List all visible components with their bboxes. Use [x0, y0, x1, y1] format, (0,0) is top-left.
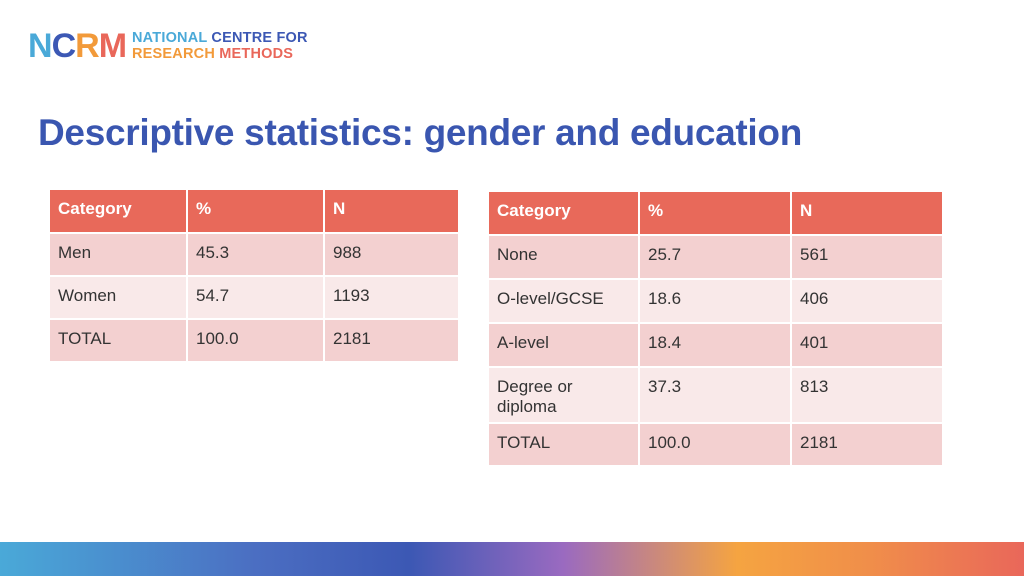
- header-category: Category: [489, 192, 638, 234]
- cell-n: 2181: [792, 424, 942, 465]
- logo-word-methods: METHODS: [219, 46, 294, 62]
- header-category: Category: [50, 190, 186, 232]
- cell-percent: 37.3: [640, 368, 790, 422]
- logo-line-2: RESEARCH METHODS: [132, 46, 308, 62]
- cell-category: A-level: [489, 324, 638, 366]
- table-row: TOTAL 100.0 2181: [50, 320, 458, 361]
- logo-letter-n: N: [28, 27, 53, 65]
- logo-word-centre-for: CENTRE FOR: [211, 30, 308, 46]
- header-n: N: [325, 190, 458, 232]
- table-row: Women 54.7 1193: [50, 277, 458, 318]
- slide-title: Descriptive statistics: gender and educa…: [38, 112, 803, 153]
- logo-letter-c: C: [51, 27, 77, 65]
- cell-category: Men: [50, 234, 186, 275]
- logo-letter-r: R: [75, 27, 100, 65]
- table-row: TOTAL 100.0 2181: [489, 424, 942, 465]
- cell-n: 401: [792, 324, 942, 366]
- logo-letter-m: M: [98, 27, 127, 65]
- table-row: Degree or diploma 37.3 813: [489, 368, 942, 422]
- cell-category: Degree or diploma: [489, 368, 638, 422]
- cell-percent: 54.7: [188, 277, 323, 318]
- logo-wordmark: NATIONAL CENTRE FOR RESEARCH METHODS: [132, 30, 308, 62]
- cell-n: 813: [792, 368, 942, 422]
- cell-category: Women: [50, 277, 186, 318]
- cell-percent: 25.7: [640, 236, 790, 278]
- cell-percent: 18.4: [640, 324, 790, 366]
- cell-n: 2181: [325, 320, 458, 361]
- cell-category: O-level/GCSE: [489, 280, 638, 322]
- cell-category: TOTAL: [50, 320, 186, 361]
- cell-n: 561: [792, 236, 942, 278]
- cell-category: TOTAL: [489, 424, 638, 465]
- ncrm-logo: N C R M NATIONAL CENTRE FOR RESEARCH MET…: [28, 28, 308, 64]
- cell-n: 406: [792, 280, 942, 322]
- logo-word-research: RESEARCH: [132, 46, 215, 62]
- table-header-row: Category % N: [489, 192, 942, 234]
- cell-percent: 100.0: [640, 424, 790, 465]
- table-row: A-level 18.4 401: [489, 324, 942, 366]
- cell-percent: 45.3: [188, 234, 323, 275]
- header-n: N: [792, 192, 942, 234]
- logo-mark: N C R M: [28, 27, 127, 65]
- logo-line-1: NATIONAL CENTRE FOR: [132, 30, 308, 46]
- cell-percent: 18.6: [640, 280, 790, 322]
- cell-n: 1193: [325, 277, 458, 318]
- footer-gradient-bar: [0, 542, 1024, 576]
- cell-category: None: [489, 236, 638, 278]
- table-row: O-level/GCSE 18.6 406: [489, 280, 942, 322]
- logo-word-national: NATIONAL: [132, 30, 208, 46]
- header-percent: %: [640, 192, 790, 234]
- header-percent: %: [188, 190, 323, 232]
- table-row: None 25.7 561: [489, 236, 942, 278]
- table-header-row: Category % N: [50, 190, 458, 232]
- gender-table: Category % N Men 45.3 988 Women 54.7 119…: [48, 188, 460, 363]
- education-table: Category % N None 25.7 561 O-level/GCSE …: [487, 190, 944, 467]
- cell-percent: 100.0: [188, 320, 323, 361]
- cell-n: 988: [325, 234, 458, 275]
- table-row: Men 45.3 988: [50, 234, 458, 275]
